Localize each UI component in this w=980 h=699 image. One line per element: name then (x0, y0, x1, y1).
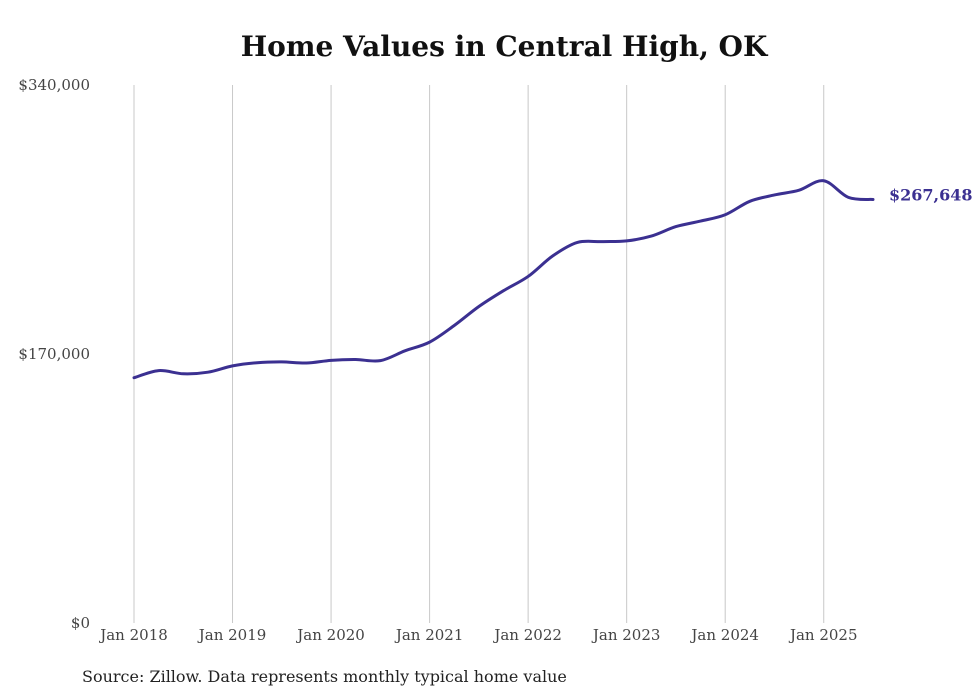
x-tick-label: Jan 2024 (689, 626, 759, 644)
x-tick-label: Jan 2023 (591, 626, 661, 644)
y-tick-label: $170,000 (18, 345, 90, 363)
series-line (132, 179, 875, 380)
x-tick-label: Jan 2019 (197, 626, 267, 644)
axis-layer: Jan 2018 Jan 2019 Jan 2020 Jan 2021 Jan 2022… (18, 76, 857, 644)
x-tick-label: Jan 2022 (492, 626, 562, 644)
y-tick-label: $340,000 (18, 76, 90, 94)
end-value-label: $267,648 (889, 185, 973, 204)
source-note: Source: Zillow. Data represents monthly … (82, 667, 567, 686)
chart-title: Home Values in Central High, OK (240, 30, 768, 63)
x-tick-label: Jan 2025 (788, 626, 858, 644)
series-layer: $267,648 (132, 179, 973, 380)
grid-layer (133, 85, 825, 623)
x-tick-label: Jan 2020 (295, 626, 365, 644)
x-tick-label: Jan 2021 (394, 626, 464, 644)
y-tick-label: $0 (71, 614, 90, 632)
x-tick-label: Jan 2018 (98, 626, 168, 644)
